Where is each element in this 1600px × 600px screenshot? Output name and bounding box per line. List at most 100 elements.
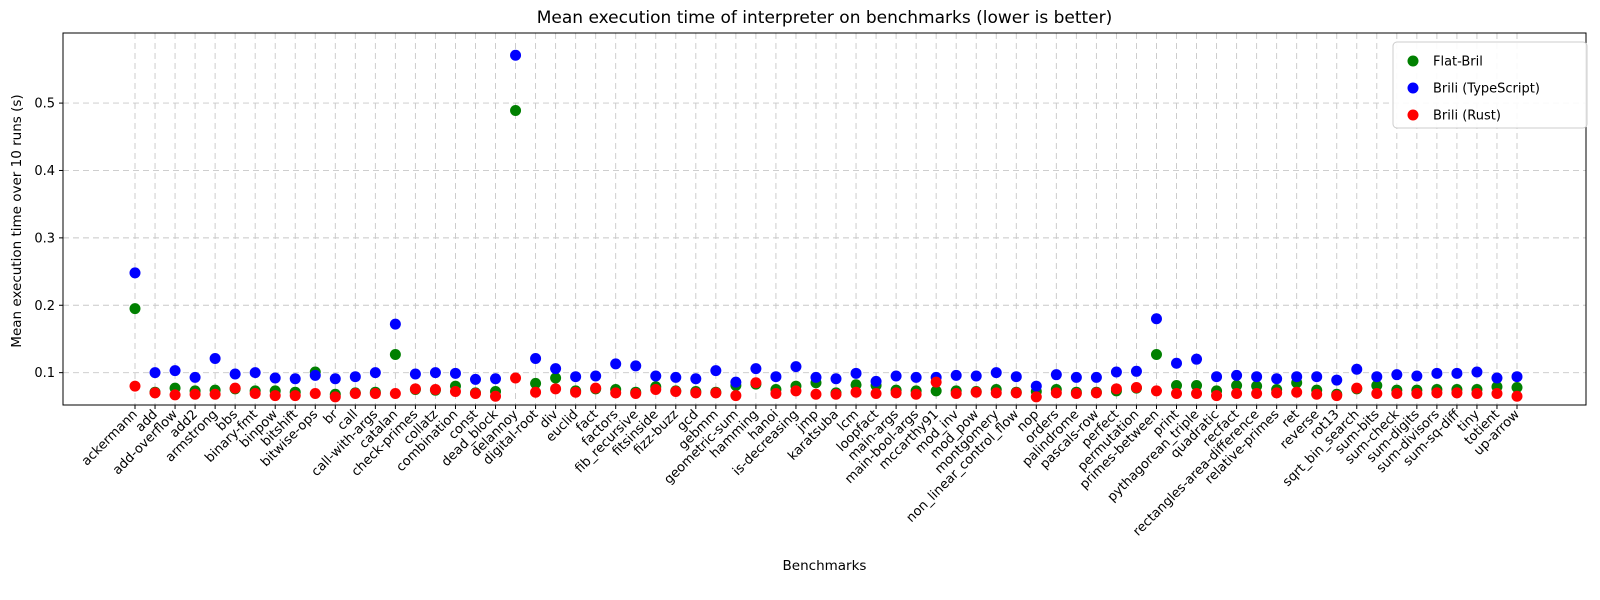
data-point-brili-typescript- (1110, 366, 1122, 378)
data-point-brili-rust- (710, 387, 722, 399)
data-point-brili-rust- (329, 391, 341, 403)
y-tick-label: 0.4 (34, 164, 55, 179)
data-point-brili-rust- (1431, 387, 1443, 399)
y-tick-label: 0.1 (34, 366, 55, 381)
data-point-brili-rust- (1030, 391, 1042, 403)
data-point-brili-typescript- (1511, 371, 1523, 383)
data-point-brili-rust- (1491, 388, 1503, 400)
data-point-brili-typescript- (1371, 371, 1383, 383)
data-point-brili-typescript- (309, 369, 321, 381)
data-point-brili-rust- (429, 384, 441, 395)
data-point-brili-typescript- (269, 372, 281, 384)
legend-label: Flat-Bril (1433, 55, 1483, 70)
data-point-brili-rust- (309, 388, 321, 400)
y-tick-label: 0.3 (34, 231, 55, 246)
data-point-brili-rust- (1211, 390, 1223, 402)
data-point-brili-rust- (610, 387, 622, 399)
data-point-brili-rust- (870, 388, 882, 400)
data-point-brili-typescript- (1090, 371, 1102, 383)
legend-marker (1407, 55, 1419, 67)
data-point-brili-typescript- (630, 360, 642, 372)
data-point-brili-rust- (469, 388, 481, 400)
chart-title: Mean execution time of interpreter on be… (536, 8, 1113, 28)
data-point-brili-typescript- (890, 370, 902, 382)
data-point-brili-typescript- (469, 373, 481, 385)
data-point-brili-rust- (490, 390, 502, 402)
data-point-brili-rust- (249, 388, 261, 400)
data-point-brili-typescript- (730, 376, 742, 388)
data-point-brili-rust- (790, 385, 802, 397)
data-point-brili-rust- (389, 388, 401, 400)
data-point-brili-rust- (590, 382, 602, 394)
data-point-brili-rust- (930, 376, 942, 388)
y-tick-label: 0.5 (34, 97, 55, 112)
data-point-flat-bril (1371, 379, 1383, 391)
data-point-brili-rust- (1291, 386, 1303, 398)
data-point-brili-rust- (650, 384, 662, 395)
data-point-brili-rust- (1050, 387, 1062, 399)
data-point-brili-typescript- (910, 371, 922, 383)
data-point-brili-typescript- (449, 367, 461, 379)
data-point-brili-typescript- (1030, 380, 1042, 392)
data-point-brili-rust- (730, 390, 742, 402)
data-point-brili-rust- (550, 383, 562, 395)
data-point-brili-rust- (1251, 388, 1263, 400)
data-point-brili-rust- (570, 386, 582, 398)
data-point-brili-typescript- (530, 353, 542, 364)
data-point-brili-rust- (1070, 388, 1082, 400)
data-point-brili-typescript- (950, 369, 962, 381)
y-axis-title: Mean execution time over 10 runs (s) (9, 94, 25, 348)
data-point-brili-typescript- (1010, 371, 1022, 383)
data-point-brili-typescript- (970, 370, 982, 382)
data-point-brili-typescript- (349, 371, 361, 383)
data-point-brili-rust- (990, 387, 1002, 399)
data-point-brili-typescript- (329, 373, 341, 385)
data-point-brili-typescript- (610, 358, 622, 370)
data-point-brili-rust- (449, 386, 461, 398)
data-point-brili-rust- (1110, 383, 1122, 395)
data-point-brili-rust- (690, 387, 702, 399)
data-point-flat-bril (1150, 348, 1162, 360)
data-point-brili-typescript- (369, 367, 381, 379)
data-point-brili-typescript- (770, 371, 782, 383)
data-point-brili-typescript- (1231, 369, 1243, 381)
data-point-brili-rust- (810, 388, 822, 400)
data-point-brili-typescript- (1211, 371, 1223, 383)
data-point-brili-typescript- (990, 367, 1002, 379)
data-point-brili-rust- (369, 388, 381, 400)
data-point-brili-rust- (169, 389, 181, 401)
data-point-flat-bril (1191, 379, 1203, 391)
data-point-brili-typescript- (1191, 353, 1203, 365)
data-point-flat-bril (510, 105, 522, 116)
data-point-brili-rust- (1171, 388, 1183, 400)
data-point-brili-typescript- (510, 49, 522, 61)
data-point-flat-bril (930, 385, 942, 397)
data-point-brili-typescript- (650, 370, 662, 382)
data-point-brili-typescript- (189, 371, 201, 383)
data-point-brili-rust- (1471, 388, 1483, 400)
data-point-brili-rust- (209, 388, 221, 400)
data-point-brili-typescript- (169, 365, 181, 377)
plot-frame (62, 32, 1587, 406)
data-point-brili-typescript- (1291, 371, 1303, 383)
data-point-brili-typescript- (1451, 367, 1463, 379)
data-point-brili-typescript- (1431, 367, 1443, 379)
data-point-brili-typescript- (810, 371, 822, 383)
data-point-brili-typescript- (129, 267, 141, 279)
data-point-brili-typescript- (149, 367, 161, 379)
data-point-brili-rust- (830, 388, 842, 400)
data-point-flat-bril (129, 303, 141, 315)
data-point-brili-typescript- (1150, 313, 1162, 325)
data-point-brili-typescript- (1251, 371, 1263, 383)
data-point-brili-typescript- (1411, 370, 1423, 382)
data-point-brili-typescript- (1491, 372, 1503, 384)
data-point-brili-typescript- (1391, 369, 1403, 381)
data-point-brili-rust- (229, 382, 241, 394)
data-point-brili-rust- (950, 388, 962, 400)
data-point-brili-rust- (129, 380, 141, 392)
data-point-brili-rust- (1150, 385, 1162, 397)
data-point-brili-typescript- (830, 373, 842, 385)
data-point-brili-typescript- (389, 318, 401, 330)
